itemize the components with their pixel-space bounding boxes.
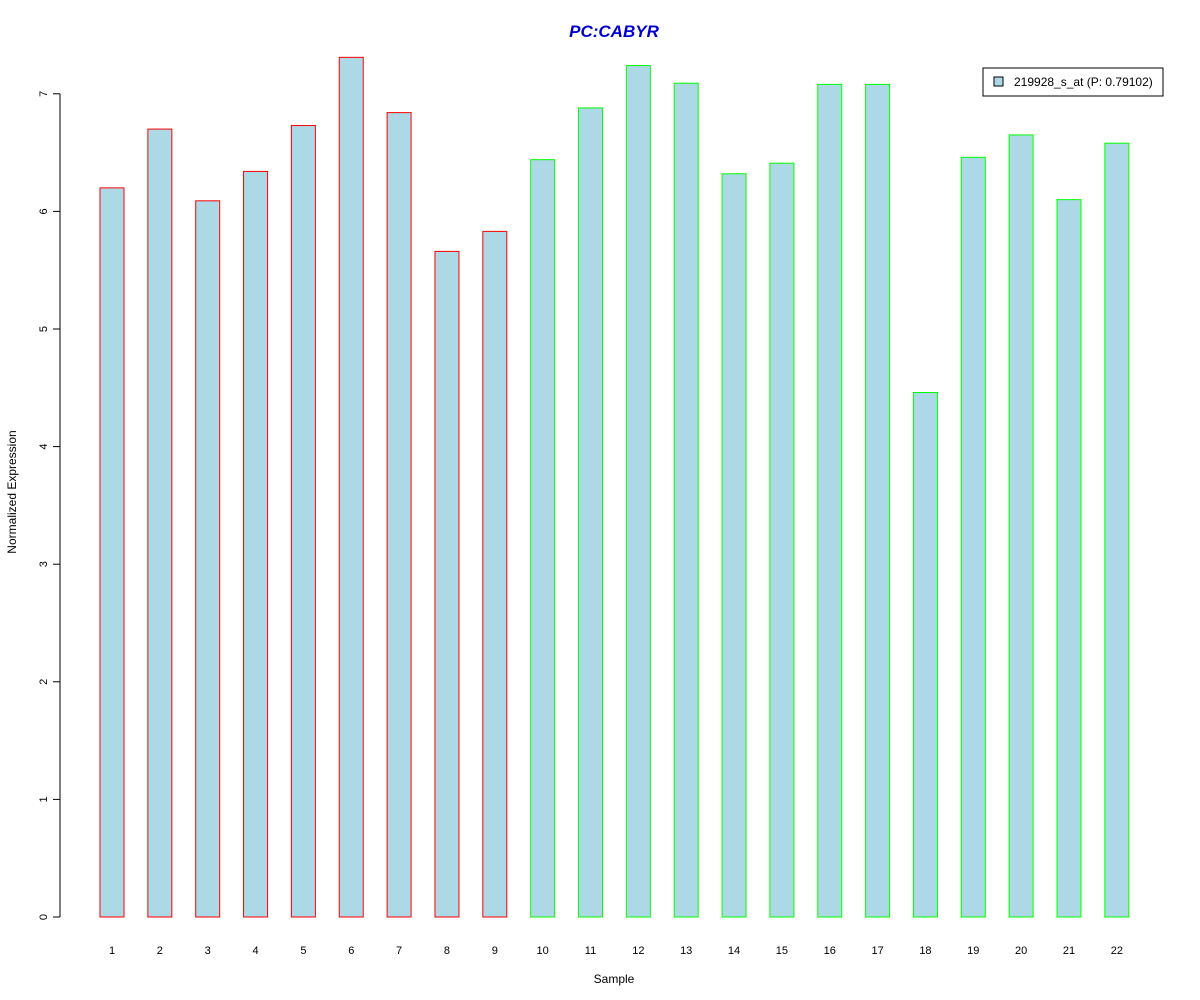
x-tick-label: 11 — [585, 945, 596, 957]
bar-sample-3 — [195, 200, 221, 918]
x-tick-label: 19 — [967, 945, 979, 957]
legend-label: 219928_s_at (P: 0.79102) — [1014, 75, 1153, 89]
bar-sample-5 — [290, 125, 316, 918]
bar-sample-17 — [865, 83, 891, 918]
x-axis-label: Sample — [594, 972, 635, 986]
bar-sample-15 — [769, 162, 795, 918]
bar-sample-2 — [147, 128, 173, 918]
x-tick-label: 15 — [776, 945, 788, 957]
y-tick-label: 2 — [38, 679, 50, 685]
chart-title: PC:CABYR — [569, 22, 659, 41]
bar-sample-8 — [434, 250, 460, 918]
bar-sample-18 — [912, 392, 938, 918]
x-tick-label: 7 — [396, 945, 402, 957]
x-tick-label: 21 — [1063, 945, 1075, 957]
bar-sample-20 — [1008, 134, 1034, 918]
y-tick-label: 1 — [38, 796, 50, 802]
bar-sample-6 — [338, 56, 364, 918]
bar-sample-9 — [482, 230, 508, 918]
bar-sample-21 — [1056, 199, 1082, 918]
y-axis-label: Normalized Expression — [5, 430, 19, 553]
y-tick-label: 0 — [38, 914, 50, 920]
x-tick-label: 17 — [871, 945, 883, 957]
x-tick-label: 10 — [537, 945, 549, 957]
bar-sample-16 — [817, 83, 843, 918]
y-tick-label: 7 — [38, 91, 50, 97]
x-tick-label: 4 — [252, 945, 258, 957]
x-tick-label: 3 — [205, 945, 211, 957]
legend-swatch — [993, 76, 1004, 87]
y-tick-label: 4 — [38, 444, 50, 450]
bar-sample-22 — [1104, 142, 1130, 918]
bar-sample-19 — [960, 156, 986, 918]
bar-sample-14 — [721, 173, 747, 918]
x-tick-labels: 1 2 3 4 5 6 7 8 9 10 11 12 13 14 15 16 17 18 19 20 21 22 — [109, 945, 1123, 957]
x-tick-label: 13 — [680, 945, 692, 957]
x-tick-label: 14 — [728, 945, 740, 957]
x-tick-label: 20 — [1015, 945, 1027, 957]
x-tick-label: 6 — [348, 945, 354, 957]
y-tick-label: 6 — [38, 208, 50, 214]
x-tick-label: 8 — [444, 945, 450, 957]
x-tick-label: 2 — [157, 945, 163, 957]
x-tick-label: 1 — [109, 945, 115, 957]
x-tick-label: 12 — [632, 945, 644, 957]
x-tick-label: 5 — [300, 945, 306, 957]
y-axis: 0 1 2 3 4 5 6 7 — [38, 91, 61, 920]
bar-sample-7 — [386, 112, 412, 918]
bar-sample-1 — [99, 187, 125, 918]
y-tick-label: 5 — [38, 326, 50, 332]
bars — [99, 56, 1130, 918]
x-tick-label: 18 — [919, 945, 931, 957]
bar-sample-4 — [243, 170, 269, 918]
legend-box — [982, 67, 1164, 97]
bar-sample-12 — [625, 65, 651, 918]
bar-sample-10 — [530, 159, 556, 918]
legend: 219928_s_at (P: 0.79102) — [982, 67, 1164, 97]
bar-sample-11 — [578, 107, 603, 918]
x-tick-label: 9 — [492, 945, 498, 957]
y-tick-label: 3 — [38, 561, 50, 567]
bar-sample-13 — [673, 82, 699, 918]
x-tick-label: 16 — [824, 945, 836, 957]
x-tick-label: 22 — [1111, 945, 1123, 957]
